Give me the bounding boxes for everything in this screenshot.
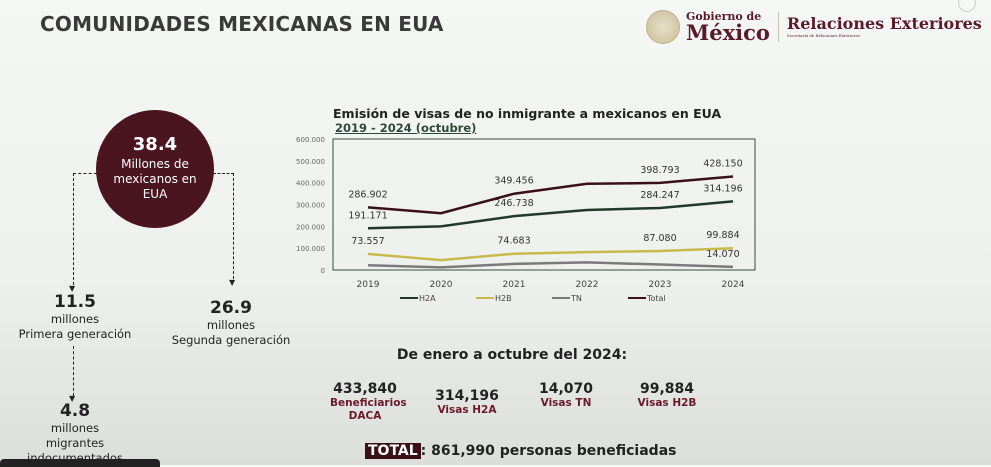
first-label: Primera generación: [0, 327, 150, 342]
summary-label: Visas H2A: [412, 404, 522, 417]
circle-value: 38.4: [96, 134, 214, 155]
connector-left: [73, 173, 97, 285]
y-tick-label: 0: [321, 267, 325, 275]
summary-value: 14,070: [511, 381, 621, 397]
summary-heading: De enero a octubre del 2024:: [0, 347, 991, 363]
data-label: 314.196: [703, 183, 742, 194]
total-population-circle: 38.4 Millones de mexicanos en EUA: [96, 110, 214, 228]
legend-label: Total: [646, 294, 666, 303]
data-label: 191.171: [348, 210, 387, 221]
logo-rel: Relaciones Exteriores: [787, 16, 982, 32]
y-tick-label: 400.000: [296, 180, 325, 188]
first-unit: millones: [0, 312, 150, 327]
legend-label: TN: [570, 294, 582, 303]
undoc-label: migrantes: [0, 436, 150, 451]
undoc-value: 4.8: [0, 401, 150, 421]
x-tick-label: 2021: [503, 280, 526, 290]
x-tick-label: 2024: [722, 280, 745, 290]
x-tick-label: 2022: [576, 280, 599, 290]
summary-value: 99,884: [612, 381, 722, 397]
summary-label: Visas TN: [511, 397, 621, 410]
summary-label: Visas H2B: [612, 397, 722, 410]
x-tick-label: 2020: [430, 280, 453, 290]
connector-right: [213, 173, 234, 279]
data-label: 398.793: [640, 165, 679, 176]
data-label: 286.902: [348, 189, 387, 200]
total-line: TOTAL: 861,990 personas beneficiadas: [365, 443, 676, 459]
video-controls-bar[interactable]: [0, 459, 160, 467]
data-label: 284.247: [640, 190, 679, 201]
second-generation: 26.9 millones Segunda generación: [156, 298, 306, 348]
y-tick-label: 300.000: [296, 202, 325, 210]
undoc-unit: millones: [0, 421, 150, 436]
data-label: 99.884: [706, 230, 739, 241]
x-tick-label: 2019: [357, 280, 380, 290]
y-tick-label: 100.000: [296, 245, 325, 253]
series-line-h2a: [368, 201, 733, 228]
slide-title: COMUNIDADES MEXICANAS EN EUA: [40, 12, 444, 36]
data-label: 246.738: [494, 198, 533, 209]
y-tick-label: 200.000: [296, 223, 325, 231]
data-label: 349.456: [494, 176, 533, 187]
circle-label: Millones de mexicanos en EUA: [96, 157, 214, 202]
series-line-h2b: [368, 248, 733, 260]
data-label: 87.080: [643, 233, 676, 244]
second-label: Segunda generación: [156, 333, 306, 348]
first-generation: 11.5 millones Primera generación: [0, 292, 150, 342]
legend-label: H2A: [419, 294, 436, 303]
series-line-tn: [368, 262, 733, 267]
visa-line-chart: 0 100.000 200.000 300.000 400.000 500.000 600.…: [290, 128, 760, 308]
logo-gob-big: México: [686, 22, 770, 43]
second-value: 26.9: [156, 298, 306, 318]
summary-label: Beneficiarios DACA: [310, 397, 420, 423]
y-tick-label: 600.000: [296, 136, 325, 144]
first-value: 11.5: [0, 292, 150, 312]
data-label: 428.150: [703, 159, 742, 170]
y-tick-label: 500.000: [296, 158, 325, 166]
logo-divider: [778, 12, 779, 42]
data-label: 14.070: [706, 249, 739, 260]
legend-label: H2B: [495, 294, 512, 303]
logo-rel-sub: Secretaría de Relaciones Exteriores: [787, 34, 982, 38]
undocumented: 4.8 millones migrantes indocumentados: [0, 401, 150, 466]
seal-icon: [646, 10, 680, 44]
second-unit: millones: [156, 318, 306, 333]
total-text: : 861,990 personas beneficiadas: [421, 443, 677, 459]
total-badge: TOTAL: [365, 443, 421, 459]
data-label: 74.683: [497, 236, 530, 247]
data-label: 73.557: [351, 236, 384, 247]
chart-title: Emisión de visas de no inmigrante a mexi…: [333, 106, 721, 121]
arrow-down-icon: ▼: [229, 278, 235, 287]
summary-value: 314,196: [412, 388, 522, 404]
summary-value: 433,840: [310, 381, 420, 397]
x-tick-label: 2023: [649, 280, 672, 290]
